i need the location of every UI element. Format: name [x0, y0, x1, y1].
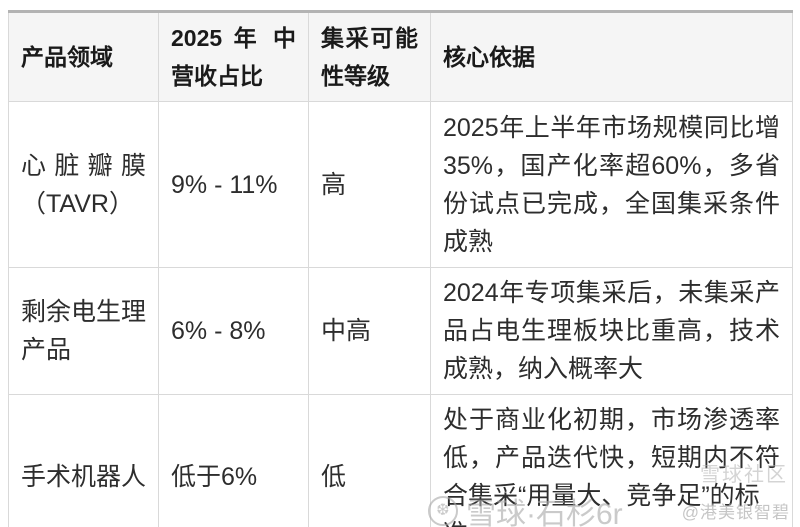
header-label: 集采可能 — [321, 25, 418, 51]
basis-text: 2025年上半年市场规模同比增 — [443, 113, 780, 142]
table-header-row: 产品领域 2025 年 中 营收占比 集采可能 性等级 核心依据 — [8, 11, 793, 102]
basis-cell: 2024年专项集采后，未集采产 品占电生理板块比重高，技术 成熟，纳入概率大 — [430, 267, 793, 395]
product-name: 心脏瓣膜 — [21, 151, 146, 180]
header-cell-core-basis: 核心依据 — [430, 11, 793, 102]
basis-text: 合集采“用量大、竞争足”的标准 — [443, 482, 760, 527]
header-cell-product-area: 产品领域 — [8, 11, 159, 102]
basis-cell: 2025年上半年市场规模同比增 35%，国产化率超60%，多省 份试点已完成，全… — [430, 101, 793, 268]
product-cell: 剩余电生理 产品 — [8, 267, 159, 395]
product-cell: 手术机器人 — [8, 394, 159, 527]
product-name-sub: 产品 — [21, 336, 72, 364]
share-value: 9% - 11% — [171, 170, 278, 199]
level-value: 中高 — [321, 317, 372, 345]
table-row: 心脏瓣膜 （TAVR） 9% - 11% 高 2025年上半年市场规模同比增 3… — [8, 101, 793, 268]
header-label: 产品领域 — [21, 44, 113, 70]
table-row: 剩余电生理 产品 6% - 8% 中高 2024年专项集采后，未集采产 品占电生… — [8, 267, 793, 395]
share-value: 6% - 8% — [171, 317, 266, 345]
table-row: 手术机器人 低于6% 低 处于商业化初期，市场渗透率 低，产品迭代快，短期内不符… — [8, 394, 793, 527]
basis-text: 成熟，纳入概率大 — [443, 355, 644, 383]
level-cell: 高 — [308, 101, 431, 268]
basis-text: 处于商业化初期，市场渗透率 — [443, 406, 780, 434]
header-label: 营收占比 — [171, 63, 263, 89]
header-label: 性等级 — [321, 63, 390, 89]
basis-text: 2024年专项集采后，未集采产 — [443, 279, 780, 307]
header-label: 核心依据 — [443, 44, 535, 70]
basis-cell: 处于商业化初期，市场渗透率 低，产品迭代快，短期内不符 合集采“用量大、竞争足”… — [430, 394, 793, 527]
share-cell: 6% - 8% — [158, 267, 309, 395]
product-cell: 心脏瓣膜 （TAVR） — [8, 101, 159, 268]
level-value: 高 — [321, 170, 347, 199]
header-cell-revenue-share: 2025 年 中 营收占比 — [158, 11, 309, 102]
level-value: 低 — [321, 463, 347, 491]
header-label: 2025 年 中 — [171, 25, 296, 51]
basis-text: 成熟 — [443, 227, 494, 256]
basis-text: 品占电生理板块比重高，技术 — [443, 317, 780, 345]
level-cell: 中高 — [308, 267, 431, 395]
share-cell: 低于6% — [158, 394, 309, 527]
share-value: 低于6% — [171, 463, 258, 491]
basis-text: 35%，国产化率超60%，多省 — [443, 151, 780, 180]
product-name: 剩余电生理 — [21, 298, 147, 326]
basis-text: 低，产品迭代快，短期内不符 — [443, 444, 780, 472]
share-cell: 9% - 11% — [158, 101, 309, 268]
product-name-sub: （TAVR） — [21, 189, 134, 218]
header-cell-procurement-level: 集采可能 性等级 — [308, 11, 431, 102]
basis-text: 份试点已完成，全国集采条件 — [443, 189, 780, 218]
procurement-risk-table: 产品领域 2025 年 中 营收占比 集采可能 性等级 核心依据 心脏瓣膜 （T… — [8, 10, 793, 527]
level-cell: 低 — [308, 394, 431, 527]
product-name: 手术机器人 — [21, 463, 147, 491]
